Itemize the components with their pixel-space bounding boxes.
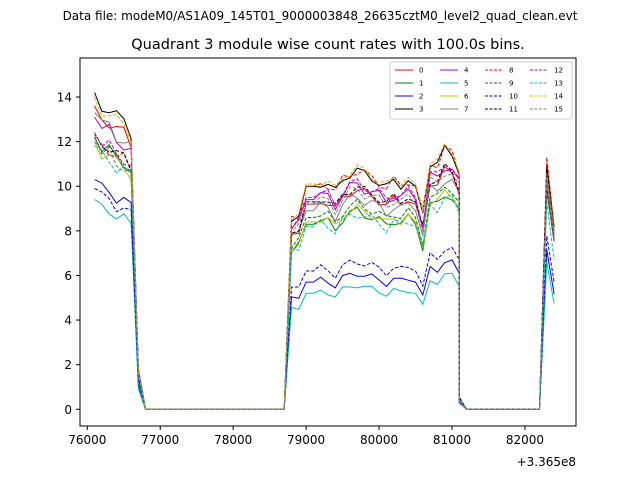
y-tick-label: 10 (57, 180, 72, 194)
chart-title: Quadrant 3 module wise count rates with … (131, 37, 525, 53)
legend-box (389, 61, 573, 120)
data-file-label: Data file: modeM0/AS1A09_145T01_90000038… (63, 9, 578, 23)
legend-label-12: 12 (554, 67, 563, 75)
legend-label-8: 8 (509, 67, 513, 75)
x-axis-offset-label: +3.365e8 (517, 455, 576, 469)
legend-label-2: 2 (419, 93, 423, 101)
legend-label-7: 7 (464, 106, 468, 114)
series-line-14 (94, 96, 555, 410)
legend-label-4: 4 (464, 67, 469, 75)
legend-label-14: 14 (554, 93, 563, 101)
series-line-5 (94, 199, 555, 410)
series-line-11 (94, 132, 555, 410)
series-line-12 (94, 132, 555, 410)
axes-frame (79, 57, 577, 427)
x-tick-label: 76000 (68, 433, 106, 447)
legend-label-5: 5 (464, 80, 468, 88)
series-line-9 (94, 136, 555, 410)
legend-label-13: 13 (554, 80, 563, 88)
x-tick-label: 78000 (214, 433, 252, 447)
series-group (94, 92, 555, 410)
y-tick-label: 0 (64, 403, 72, 417)
legend-label-1: 1 (419, 80, 423, 88)
series-line-3 (94, 92, 555, 410)
legend-label-6: 6 (464, 93, 469, 101)
x-tick-label: 77000 (141, 433, 179, 447)
y-tick-label: 8 (64, 224, 72, 238)
y-tick-label: 2 (64, 358, 72, 372)
x-tick-label: 81000 (433, 433, 471, 447)
series-line-15 (94, 141, 555, 410)
plot-area: 76000 77000 78000 79000 80000 81000 82000 0 2 4 6 8… (57, 57, 577, 447)
series-line-0 (94, 105, 555, 410)
series-line-4 (94, 116, 555, 410)
series-line-7 (94, 112, 555, 410)
legend-label-11: 11 (509, 106, 518, 114)
y-tick-label: 14 (57, 91, 72, 105)
y-tick-label: 12 (57, 135, 72, 149)
x-tick-label: 79000 (287, 433, 325, 447)
x-tick-label: 82000 (506, 433, 544, 447)
series-line-10 (94, 188, 555, 410)
series-line-6 (94, 141, 555, 410)
series-line-1 (94, 136, 555, 410)
legend-label-9: 9 (509, 80, 513, 88)
legend-label-10: 10 (509, 93, 518, 101)
series-line-8 (94, 134, 555, 410)
legend-label-15: 15 (554, 106, 563, 114)
y-tick-label: 4 (64, 314, 72, 328)
legend-label-0: 0 (419, 67, 423, 75)
legend-label-3: 3 (419, 106, 423, 114)
y-tick-label: 6 (64, 269, 72, 283)
x-tick-label: 80000 (360, 433, 398, 447)
